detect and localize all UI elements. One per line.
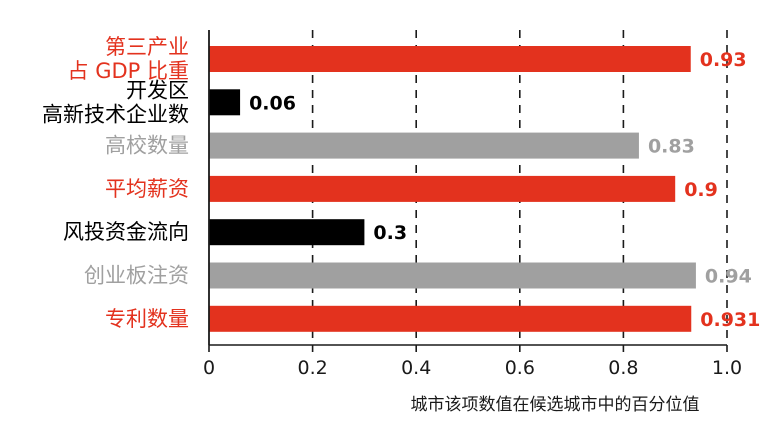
bars bbox=[209, 46, 696, 332]
bar-5 bbox=[209, 262, 696, 289]
bar-1 bbox=[209, 89, 241, 116]
value-label-4: 0.3 bbox=[373, 222, 407, 244]
x-tick-label-1: 0.2 bbox=[297, 357, 327, 379]
bar-3 bbox=[209, 175, 676, 202]
bar-2 bbox=[209, 132, 639, 159]
category-label-2-line-0: 高校数量 bbox=[105, 134, 189, 158]
x-tick-label-4: 0.8 bbox=[608, 357, 638, 379]
value-label-1: 0.06 bbox=[249, 92, 296, 114]
x-tick-label-3: 0.6 bbox=[505, 357, 535, 379]
value-label-6: 0.931 bbox=[700, 309, 760, 331]
category-label-1-line-0: 开发区 bbox=[126, 78, 189, 102]
x-axis-title: 城市该项数值在候选城市中的百分位值 bbox=[411, 395, 700, 415]
category-label-0-line-1: 占 GDP 比重 bbox=[68, 59, 189, 83]
x-axis: 0 0.2 0.4 0.6 0.8 1.0 bbox=[203, 30, 742, 379]
value-label-3: 0.9 bbox=[684, 179, 718, 201]
bar-0 bbox=[209, 46, 691, 72]
category-label-4-line-0: 风投资金流向 bbox=[63, 220, 189, 244]
x-tick-label-0: 0 bbox=[203, 357, 215, 379]
bar-4 bbox=[209, 219, 365, 246]
bar-6 bbox=[209, 305, 692, 332]
category-label-3-line-0: 平均薪资 bbox=[105, 177, 189, 201]
x-tick-label-5: 1.0 bbox=[712, 357, 742, 379]
category-label-6-line-0: 专利数量 bbox=[105, 307, 189, 331]
category-label-1-line-1: 高新技术企业数 bbox=[42, 102, 189, 126]
value-label-0: 0.93 bbox=[700, 49, 747, 71]
value-label-2: 0.83 bbox=[648, 136, 695, 158]
category-label-0-line-0: 第三产业 bbox=[105, 35, 189, 59]
value-label-5: 0.94 bbox=[705, 266, 752, 288]
value-labels: 0.93 0.06 0.83 0.9 0.3 0.94 0.931 bbox=[249, 49, 760, 331]
x-tick-label-2: 0.4 bbox=[401, 357, 431, 379]
category-label-5-line-0: 创业板注资 bbox=[84, 264, 189, 288]
